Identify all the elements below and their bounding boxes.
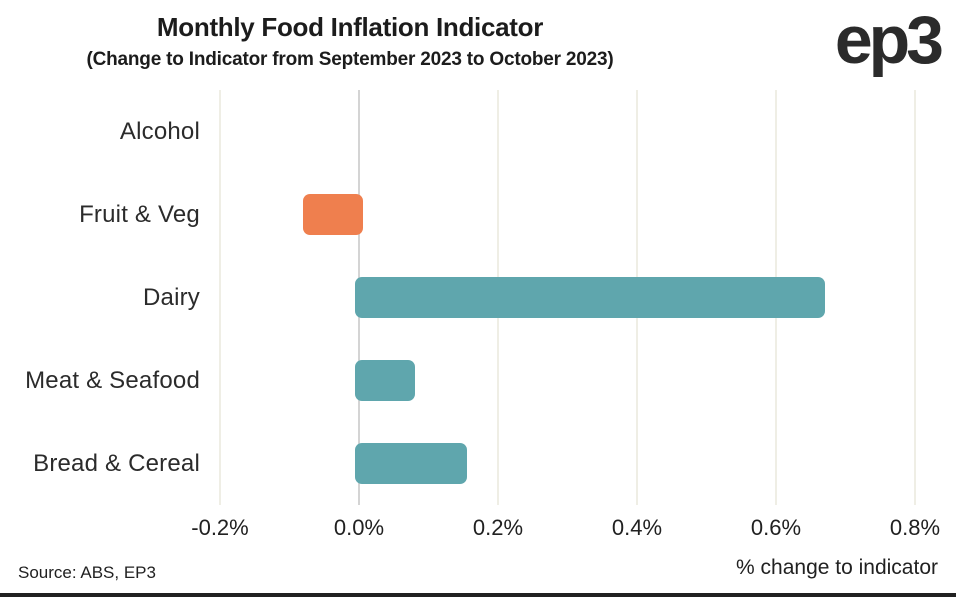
bar-fruit-veg (303, 194, 363, 235)
category-label: Bread & Cereal (33, 450, 200, 477)
x-axis-title: % change to indicator (736, 556, 938, 579)
source-note: Source: ABS, EP3 (18, 563, 156, 582)
x-tick-label: 0.6% (750, 515, 802, 540)
gridline (914, 90, 916, 505)
chart-header: Monthly Food Inflation Indicator (Change… (0, 12, 700, 71)
plot-area: Alcohol Fruit & Veg Dairy Meat & Seafood Bre… (0, 90, 956, 505)
x-tick-label: -0.2% (191, 515, 249, 540)
gridline (219, 90, 221, 505)
x-tick-label: 0.4% (611, 515, 663, 540)
ep3-logo: ep3 (834, 2, 944, 78)
category-label: Fruit & Veg (79, 201, 200, 228)
x-tick-label: 0.2% (472, 515, 524, 540)
chart-subtitle: (Change to Indicator from September 2023… (86, 49, 614, 70)
category-label: Meat & Seafood (25, 367, 200, 394)
x-tick-label: 0.0% (333, 515, 385, 540)
bar-bread-cereal (355, 443, 467, 484)
x-axis: -0.2% 0.0% 0.2% 0.4% 0.6% 0.8% (0, 505, 956, 550)
bar-dairy (355, 277, 825, 318)
bar-meat-seafood (355, 360, 415, 401)
bottom-rule (0, 593, 956, 597)
category-label: Dairy (142, 284, 200, 311)
x-tick-label: 0.8% (889, 515, 941, 540)
category-label: Alcohol (119, 118, 200, 145)
chart-title: Monthly Food Inflation Indicator (156, 12, 544, 42)
